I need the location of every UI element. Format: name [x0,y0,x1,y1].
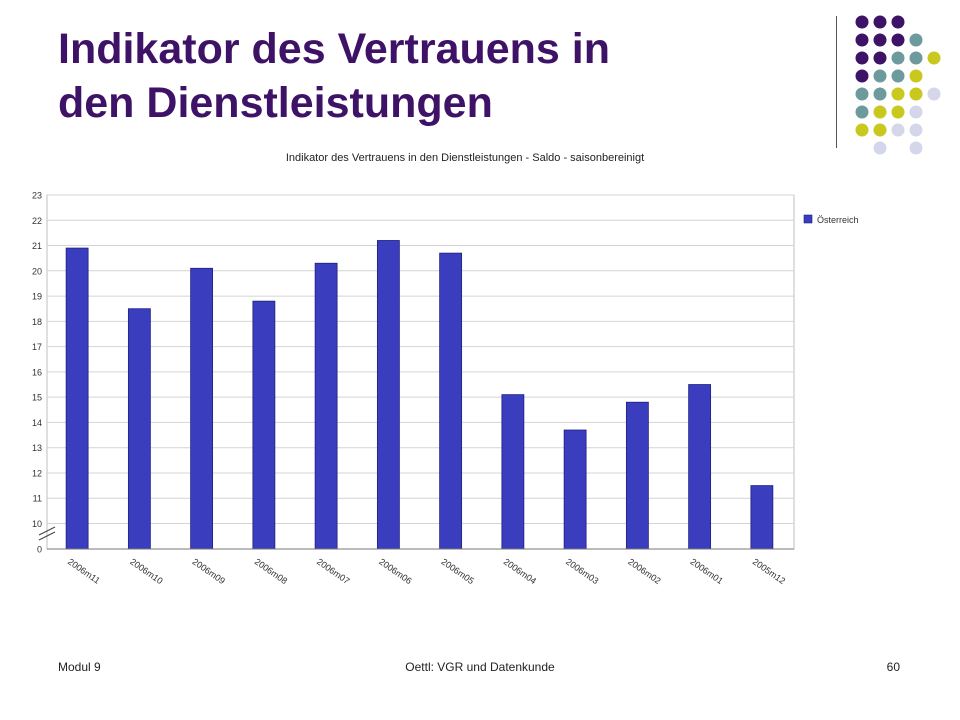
y-tick-label: 19 [32,292,42,302]
slide-title: Indikator des Vertrauens in den Dienstle… [58,22,818,130]
y-tick-label: 18 [32,317,42,327]
y-tick-label: 22 [32,216,42,226]
footer-module: Modul 9 [58,660,101,674]
decorative-dot [855,87,869,101]
decorative-dot [927,51,941,65]
decorative-dot [909,141,923,155]
chart-bars [65,240,774,550]
decorative-dot [855,123,869,137]
slide-title-line-1: Indikator des Vertrauens in [58,25,611,73]
x-tick-label: 2006m11 [66,556,102,585]
x-tick-label: 2006m01 [688,556,724,586]
x-tick-label: 2006m06 [377,556,413,586]
decorative-dot [909,51,923,65]
decorative-dot [873,51,887,65]
decorative-dot [873,87,887,101]
decorative-dot [891,33,905,47]
x-tick-label: 2006m10 [128,556,164,586]
y-tick-label: 16 [32,367,42,377]
decorative-dot [873,33,887,47]
bar [252,300,276,550]
bar [376,240,400,550]
x-tick-label: 2006m04 [502,556,538,586]
bar [127,308,151,550]
x-tick-label: 2006m02 [626,556,662,586]
axis-break-mark [38,526,56,536]
legend-label: Österreich [817,215,859,225]
y-tick-label: 13 [32,443,42,453]
bar [688,384,712,550]
axis-break-mark [38,531,56,541]
footer-page-number: 60 [886,660,900,674]
chart-grid [46,194,795,550]
decorative-divider [836,16,837,148]
y-tick-label: 20 [32,266,42,276]
x-tick-label: 2006m05 [439,556,475,586]
decorative-dot [891,87,905,101]
decorative-dot [891,15,905,29]
decorative-dot [927,87,941,101]
decorative-dot [873,69,887,83]
decorative-dot [909,33,923,47]
bar [190,267,214,550]
bar [563,429,587,550]
legend-swatch [803,214,813,224]
y-tick-label: 12 [32,468,42,478]
decorative-dot [891,51,905,65]
decorative-dot [855,33,869,47]
chart-title: Indikator des Vertrauens in den Dienstle… [286,152,644,164]
decorative-dot [873,141,887,155]
slide-title-line-2: den Dienstleistungen [58,79,493,127]
x-tick-label: 2006m08 [253,556,289,586]
bar [439,252,463,550]
y-tick-label: 11 [33,494,42,504]
bar [501,394,525,550]
x-tick-label: 2006m09 [190,556,226,586]
bar [625,401,649,550]
decorative-dot [873,123,887,137]
y-tick-label: 15 [32,393,42,403]
decorative-dot [909,69,923,83]
decorative-dot [891,69,905,83]
decorative-dot [909,123,923,137]
footer-author: Oettl: VGR und Datenkunde [405,660,555,674]
x-tick-label: 2006m03 [564,556,600,586]
x-tick-label: 2005m12 [751,556,787,586]
y-tick-label: 0 [37,545,42,555]
decorative-dot [855,15,869,29]
decorative-dot [855,105,869,119]
decorative-dot [891,105,905,119]
decorative-dot-grid [855,15,941,155]
chart-legend: Österreich [803,214,859,225]
decorative-dot [891,123,905,137]
decorative-dot [873,15,887,29]
bar-chart: Indikator des Vertrauens in den Dienstle… [32,152,859,586]
decorative-dot [855,69,869,83]
bar [314,262,338,550]
decorative-dot [873,105,887,119]
x-tick-label: 2006m07 [315,556,351,586]
decorative-dot [909,105,923,119]
y-tick-label: 23 [32,191,42,201]
bar [750,485,774,550]
y-tick-label: 21 [32,241,42,251]
y-tick-label: 17 [32,342,42,352]
bar [65,247,89,550]
decorative-dot [909,87,923,101]
y-tick-label: 10 [32,519,42,529]
decorative-dot [855,51,869,65]
y-tick-label: 14 [32,418,42,428]
